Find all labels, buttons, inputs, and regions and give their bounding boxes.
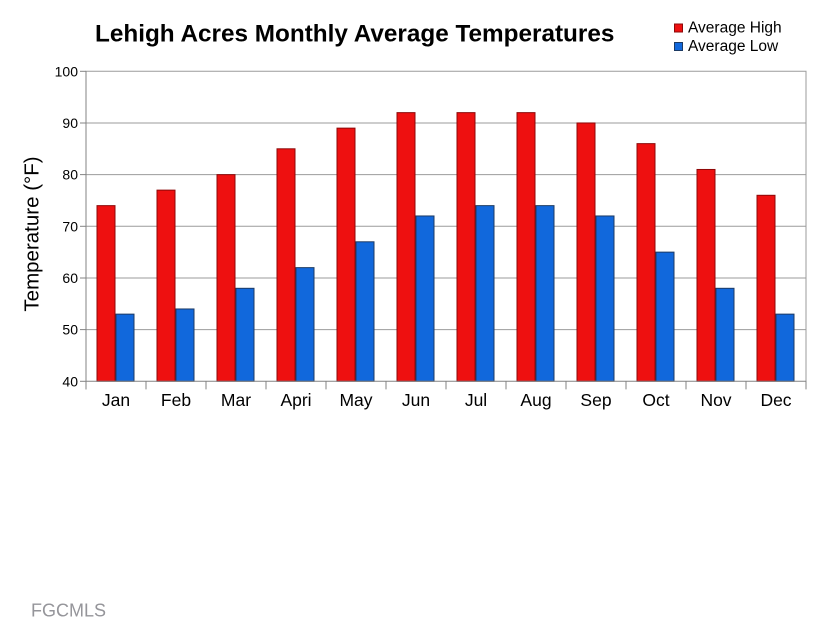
svg-text:60: 60 [62, 270, 78, 286]
svg-text:Aug: Aug [520, 390, 551, 410]
svg-text:May: May [339, 390, 372, 410]
svg-text:90: 90 [62, 115, 78, 131]
svg-text:Jun: Jun [402, 390, 430, 410]
svg-text:Jul: Jul [465, 390, 487, 410]
svg-text:FGCMLS: FGCMLS [31, 601, 106, 621]
svg-text:Sep: Sep [580, 390, 611, 410]
svg-text:Oct: Oct [642, 390, 669, 410]
svg-text:Lehigh Acres Monthly Average T: Lehigh Acres Monthly Average Temperature… [95, 21, 614, 48]
svg-text:50: 50 [62, 322, 78, 338]
svg-text:Temperature (°F): Temperature (°F) [21, 156, 44, 311]
svg-text:Dec: Dec [760, 390, 791, 410]
svg-text:70: 70 [62, 218, 78, 234]
svg-text:Mar: Mar [221, 390, 251, 410]
svg-text:Average Low: Average Low [688, 38, 779, 55]
svg-text:Apri: Apri [280, 390, 311, 410]
svg-text:Nov: Nov [700, 390, 731, 410]
svg-text:100: 100 [55, 63, 79, 79]
svg-text:Jan: Jan [102, 390, 130, 410]
svg-text:Average High: Average High [688, 20, 782, 37]
svg-text:Feb: Feb [161, 390, 191, 410]
svg-text:40: 40 [62, 373, 78, 389]
svg-text:80: 80 [62, 167, 78, 183]
